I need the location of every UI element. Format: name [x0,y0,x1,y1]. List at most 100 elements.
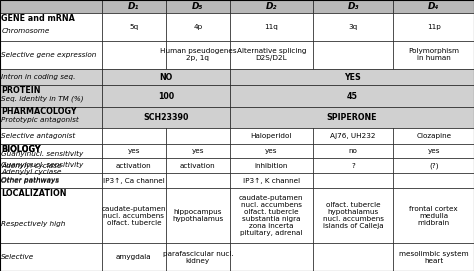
Bar [166,243,230,271]
Bar [313,0,393,13]
Bar [102,107,230,128]
Bar [393,41,474,69]
Bar [102,159,166,173]
Bar [0,107,102,128]
Bar [230,159,313,173]
Text: amygdala: amygdala [116,254,152,260]
Text: ?: ? [351,163,355,169]
Bar [230,69,474,85]
Bar [313,243,393,271]
Bar [102,13,166,41]
Text: Polymorphism
in human: Polymorphism in human [408,49,459,62]
Text: D₅: D₅ [192,2,204,11]
Bar [393,159,474,173]
Text: 100: 100 [158,92,174,101]
Text: frontal cortex
medulla
midbrain: frontal cortex medulla midbrain [410,206,458,225]
Text: 3q: 3q [348,24,358,30]
Bar [393,144,474,159]
Bar [313,159,393,173]
Text: 45: 45 [346,92,357,101]
Text: parafascicular nucl.
kidney: parafascicular nucl. kidney [163,251,233,264]
Bar [102,188,166,243]
Text: Prototypic antagonist: Prototypic antagonist [1,117,79,123]
Bar [102,69,230,85]
Text: PROTEIN: PROTEIN [1,86,41,95]
Text: Adenylyl cyclase: Adenylyl cyclase [1,163,62,169]
Text: YES: YES [344,73,360,82]
Text: Seq. identity in TM (%): Seq. identity in TM (%) [1,96,84,102]
Bar [166,173,230,188]
Text: Human pseudogenes
2p, 1q: Human pseudogenes 2p, 1q [160,49,236,62]
Text: inhibition: inhibition [255,163,288,169]
Bar [313,13,393,41]
Bar [393,128,474,144]
Bar [166,159,230,173]
Bar [230,173,313,188]
Bar [313,128,393,144]
Text: Alternative splicing
D2S/D2L: Alternative splicing D2S/D2L [237,49,306,62]
Text: Respectively high: Respectively high [1,221,66,227]
Text: olfact. tubercle
hypothalamus
nucl. accumbens
islands of Calleja: olfact. tubercle hypothalamus nucl. accu… [323,202,383,229]
Bar [0,159,102,173]
Text: AJ76, UH232: AJ76, UH232 [330,133,376,139]
Text: IP3↑, K channel: IP3↑, K channel [243,178,300,183]
Text: yes: yes [128,148,140,154]
Text: Intron in coding seq.: Intron in coding seq. [1,74,76,80]
Text: 11q: 11q [264,24,278,30]
Text: Chromosome: Chromosome [1,28,50,34]
Bar [313,41,393,69]
Text: caudate-putamen
nucl. accumbens
olfact. tubercle
substantia nigra
zona incerta
p: caudate-putamen nucl. accumbens olfact. … [239,195,304,236]
Text: Clozapine: Clozapine [416,133,451,139]
Bar [0,243,102,271]
Bar [102,144,166,159]
Text: activation: activation [180,163,216,169]
Text: caudate-putamen
nucl. accumbens
olfact. tubercle: caudate-putamen nucl. accumbens olfact. … [101,206,166,225]
Text: 11p: 11p [427,24,441,30]
Bar [102,128,166,144]
Text: (?): (?) [429,163,438,169]
Text: LOCALIZATION: LOCALIZATION [1,189,67,198]
Bar [102,173,166,188]
Text: GENE and mRNA: GENE and mRNA [1,14,75,23]
Bar [0,69,102,85]
Bar [230,107,474,128]
Bar [393,243,474,271]
Text: D₄: D₄ [428,2,439,11]
Text: yes: yes [428,148,440,154]
Bar [0,13,102,41]
Bar [230,13,313,41]
Text: Guanylnucl. sensitivity: Guanylnucl. sensitivity [1,151,84,157]
Bar [230,144,313,159]
Text: 4p: 4p [193,24,202,30]
Bar [393,173,474,188]
Bar [230,41,313,69]
Bar [166,128,230,144]
Text: D₃: D₃ [347,2,359,11]
Bar [313,173,393,188]
Bar [102,41,166,69]
Bar [166,188,230,243]
Bar [313,188,393,243]
Bar [230,128,313,144]
Bar [230,0,313,13]
Bar [102,243,166,271]
Text: yes: yes [191,148,204,154]
Text: activation: activation [116,163,152,169]
Bar [166,41,230,69]
Text: Selective antagonist: Selective antagonist [1,133,76,139]
Bar [230,243,313,271]
Bar [102,0,166,13]
Text: mesolimbic system
heart: mesolimbic system heart [399,251,468,264]
Text: D₂: D₂ [265,2,277,11]
Bar [230,188,313,243]
Bar [102,85,230,107]
Text: yes: yes [265,148,278,154]
Bar [0,41,102,69]
Text: SCH23390: SCH23390 [143,112,189,122]
Bar [393,188,474,243]
Text: Haloperidol: Haloperidol [251,133,292,139]
Bar [393,0,474,13]
Text: BIOLOGY: BIOLOGY [1,144,41,154]
Text: Other pathways: Other pathways [1,178,59,183]
Text: NO: NO [159,73,173,82]
